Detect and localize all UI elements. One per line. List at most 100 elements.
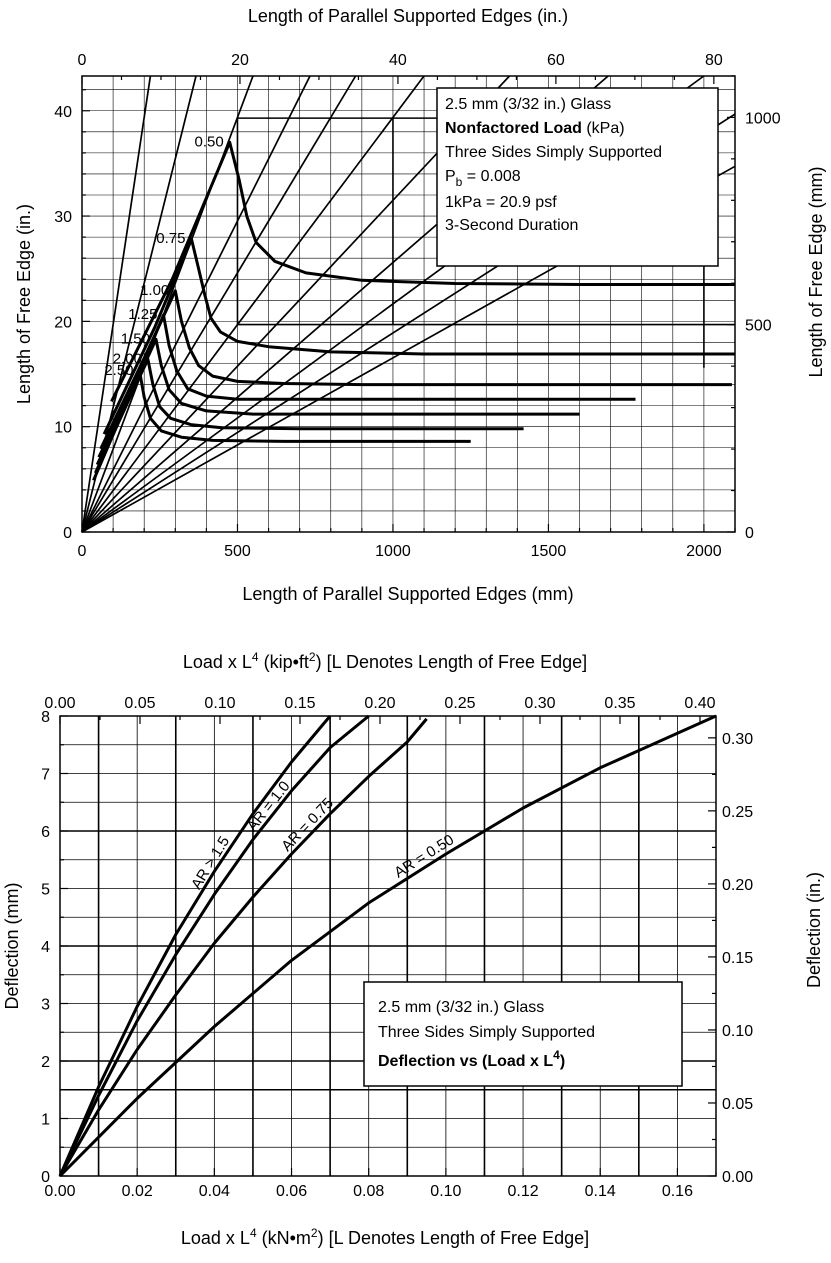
deflection-chart-x-tick-label: 0.14 (585, 1183, 616, 1200)
deflection-chart-y-tick-label: 2 (41, 1054, 50, 1071)
load-chart-plot-frame (81, 75, 736, 533)
top-axis-title-sup: 4 (252, 650, 259, 664)
deflection-chart-x-tick-label: 0.10 (430, 1183, 461, 1200)
deflection-chart-x2-tick-label: 0.25 (444, 695, 475, 712)
deflection-chart-y2-tick-label: 0.05 (722, 1096, 753, 1113)
load-chart-annotation-p-sub: b (456, 175, 463, 189)
load-chart-x2-tick-label: 0 (78, 52, 87, 69)
annotation-line3-end: ) (560, 1053, 565, 1070)
deflection-chart-x2-tick-label: 0.40 (684, 695, 715, 712)
deflection-curve (58, 714, 370, 1177)
deflection-chart-x-tick-label: 0.16 (662, 1183, 693, 1200)
load-chart-ticks (81, 75, 736, 533)
load-chart-annotation-line1: 2.5 mm (3/32 in.) Glass (445, 96, 611, 113)
deflection-chart-y-tick-label: 7 (41, 767, 50, 784)
deflection-chart-x2-tick-label: 0.10 (204, 695, 235, 712)
deflection-chart-x2-tick-label: 0.20 (364, 695, 395, 712)
load-curve-label: 1.25 (128, 306, 157, 323)
top-axis-title-unit: (kip•ft (259, 652, 309, 672)
top-axis-title-prefix: Load x L (183, 652, 252, 672)
load-chart-tick-labels: 0 500 1000 1500 2000 0 20 40 60 80 0 10 20 30 40 0 500 10… (54, 52, 780, 560)
load-chart-annotation-p: P (445, 168, 456, 185)
deflection-chart: 0.00 0.02 0.04 0.06 0.08 0.10 0.12 0.14 0.16 0.00… (2, 650, 824, 1248)
load-curve-label: 2.00 (113, 350, 142, 367)
load-chart-curve-labels: 0.50 0.75 1.00 1.25 1.50 2.002.50 (104, 133, 223, 379)
load-chart-y2-tick-label: 500 (745, 318, 772, 335)
load-curve-label: 2.50 (104, 362, 133, 379)
deflection-curve-label: AR = 0.75 (278, 795, 337, 855)
deflection-curve-label: AR = 0.50 (391, 831, 457, 881)
load-chart: 0 500 1000 1500 2000 0 20 40 60 80 0 10 20 30 40 0 500 10… (14, 6, 826, 604)
load-curve-label: 1.50 (121, 330, 150, 347)
load-chart-aspect-ray (81, 75, 357, 533)
deflection-chart-y-tick-label: 4 (41, 939, 50, 956)
load-chart-top-axis-title: Length of Parallel Supported Edges (in.) (248, 6, 568, 26)
load-chart-annotation-line6: 3-Second Duration (445, 217, 578, 234)
load-chart-curves (92, 140, 735, 481)
deflection-chart-y-tick-label: 5 (41, 882, 50, 899)
load-curve-2-50 (92, 369, 471, 481)
load-chart-annotation-box: 2.5 mm (3/32 in.) Glass Nonfactored Load… (436, 87, 719, 267)
deflection-chart-annotation-line2: Three Sides Simply Supported (378, 1024, 595, 1041)
deflection-curve (58, 717, 428, 1177)
deflection-chart-x-tick-label: 0.06 (276, 1183, 307, 1200)
bottom-axis-title-unit: (kN•m (257, 1228, 311, 1248)
deflection-chart-y2-tick-label: 0.25 (722, 804, 753, 821)
load-chart-x2-tick-label: 20 (231, 52, 249, 69)
load-chart-x-tick-label: 0 (78, 543, 87, 560)
load-chart-aspect-ray (81, 75, 311, 533)
load-curve-0-50 (110, 140, 735, 403)
load-chart-annotation-line4: Pb = 0.008 (445, 168, 521, 189)
annotation-line3-sup: 4 (553, 1048, 560, 1062)
load-chart-annotation-line2: Nonfactored Load (kPa) (445, 120, 625, 137)
annotation-line3-main: Deflection vs (Load x L (378, 1053, 553, 1070)
load-chart-left-axis-title: Length of Free Edge (in.) (14, 204, 34, 404)
deflection-chart-y-tick-label: 0 (41, 1169, 50, 1186)
deflection-chart-annotation-box: 2.5 mm (3/32 in.) Glass Three Sides Simp… (363, 981, 683, 1087)
load-chart-annotation-line2-rest: (kPa) (582, 120, 625, 137)
load-curve-label: 0.50 (194, 133, 223, 150)
deflection-chart-grid (60, 716, 716, 1176)
load-chart-y-tick-label: 30 (54, 209, 72, 226)
deflection-chart-left-axis-title: Deflection (mm) (2, 882, 22, 1009)
load-chart-annotation-line3: Three Sides Simply Supported (445, 144, 662, 161)
load-chart-aspect-ray (81, 75, 425, 533)
deflection-chart-y-tick-label: 6 (41, 824, 50, 841)
load-curve-1-25 (97, 313, 636, 458)
deflection-chart-x-tick-label: 0.00 (44, 1183, 75, 1200)
load-chart-right-axis-title: Length of Free Edge (mm) (806, 166, 826, 377)
deflection-chart-y-tick-label: 8 (41, 709, 50, 726)
load-chart-x-tick-label: 2000 (686, 543, 722, 560)
load-chart-y-tick-label: 10 (54, 420, 72, 437)
deflection-chart-x2-tick-label: 0.30 (524, 695, 555, 712)
deflection-chart-x2-tick-label: 0.15 (284, 695, 315, 712)
load-chart-x-tick-label: 1000 (375, 543, 411, 560)
deflection-curve (58, 715, 332, 1177)
bottom-axis-title-sup: 4 (250, 1226, 257, 1240)
load-chart-annotation-line2-bold: Nonfactored Load (445, 120, 582, 137)
deflection-chart-ticks (59, 715, 717, 1177)
deflection-chart-tick-labels: 0.00 0.02 0.04 0.06 0.08 0.10 0.12 0.14 0.16 0.00… (41, 695, 753, 1200)
load-curve-1-00 (99, 289, 732, 450)
deflection-curve (58, 714, 717, 1178)
load-chart-y-tick-label: 20 (54, 314, 72, 331)
load-chart-x-tick-label: 1500 (531, 543, 567, 560)
load-curve-label: 0.75 (156, 230, 185, 247)
bottom-axis-title-prefix: Load x L (181, 1228, 250, 1248)
deflection-chart-top-axis-title: Load x L4 (kip•ft2) [L Denotes Length of… (183, 650, 587, 672)
top-axis-title-end: ) [L Denotes Length of Free Edge] (316, 652, 588, 672)
deflection-chart-y2-tick-label: 0.15 (722, 950, 753, 967)
bottom-axis-title-sup2: 2 (311, 1226, 318, 1240)
deflection-curve-label: AR = 1.0 (244, 778, 294, 835)
deflection-chart-y-tick-label: 3 (41, 997, 50, 1014)
bottom-axis-title-end: ) [L Denotes Length of Free Edge] (318, 1228, 590, 1248)
deflection-chart-y-tick-label: 1 (41, 1112, 50, 1129)
load-chart-bottom-axis-title: Length of Parallel Supported Edges (mm) (242, 584, 573, 604)
deflection-chart-y2-tick-label: 0.20 (722, 877, 753, 894)
deflection-chart-x-tick-label: 0.04 (199, 1183, 230, 1200)
load-chart-y-tick-label: 0 (63, 525, 72, 542)
deflection-chart-x-tick-label: 0.12 (507, 1183, 538, 1200)
deflection-chart-annotation-line3: Deflection vs (Load x L4) (378, 1048, 565, 1070)
